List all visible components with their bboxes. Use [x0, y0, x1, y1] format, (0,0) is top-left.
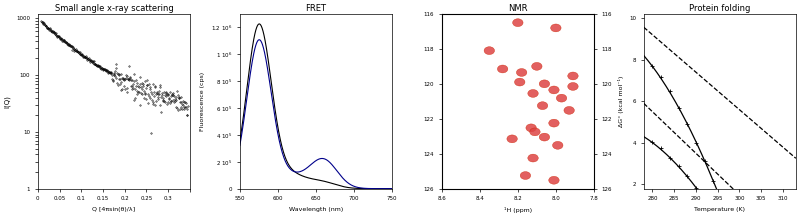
Ellipse shape — [513, 19, 523, 27]
Ellipse shape — [553, 141, 563, 149]
Y-axis label: Fluorescence (cps): Fluorescence (cps) — [200, 72, 205, 131]
Ellipse shape — [549, 119, 559, 127]
Ellipse shape — [568, 82, 578, 90]
Ellipse shape — [484, 47, 494, 54]
Ellipse shape — [530, 128, 540, 136]
Ellipse shape — [550, 24, 561, 32]
X-axis label: Wavelength (nm): Wavelength (nm) — [289, 207, 343, 212]
Ellipse shape — [498, 65, 508, 73]
Ellipse shape — [539, 133, 550, 141]
Ellipse shape — [528, 154, 538, 162]
Ellipse shape — [514, 78, 525, 86]
Ellipse shape — [549, 176, 559, 184]
X-axis label: ¹H (ppm): ¹H (ppm) — [504, 207, 532, 213]
Ellipse shape — [556, 94, 566, 102]
Title: NMR: NMR — [508, 4, 527, 13]
X-axis label: Q [4πsin(θ)/λ]: Q [4πsin(θ)/λ] — [92, 207, 135, 212]
Ellipse shape — [526, 124, 536, 132]
Ellipse shape — [507, 135, 518, 143]
Ellipse shape — [568, 72, 578, 80]
X-axis label: Temperature (K): Temperature (K) — [694, 207, 746, 212]
Ellipse shape — [528, 89, 538, 97]
Title: Protein folding: Protein folding — [689, 4, 750, 13]
Ellipse shape — [549, 86, 559, 94]
Ellipse shape — [520, 172, 530, 179]
Ellipse shape — [538, 102, 548, 110]
Title: FRET: FRET — [306, 4, 326, 13]
Ellipse shape — [539, 80, 550, 88]
Y-axis label: I(Q): I(Q) — [4, 95, 10, 108]
Title: Small angle x-ray scattering: Small angle x-ray scattering — [54, 4, 174, 13]
Y-axis label: ΔG° (kcal mol⁻¹): ΔG° (kcal mol⁻¹) — [618, 76, 623, 127]
Ellipse shape — [532, 62, 542, 70]
Ellipse shape — [517, 69, 527, 76]
Ellipse shape — [564, 107, 574, 114]
